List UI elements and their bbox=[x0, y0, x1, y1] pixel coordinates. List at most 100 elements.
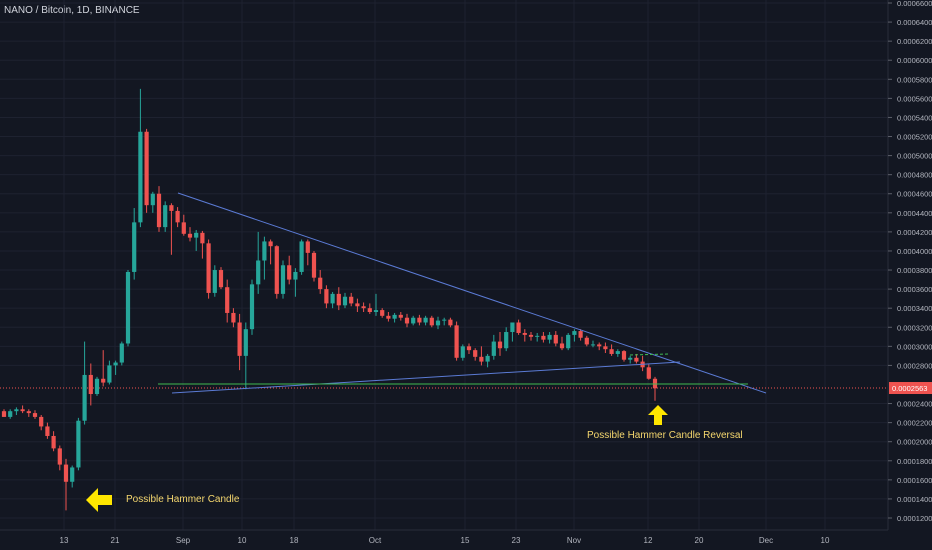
candle-body bbox=[380, 310, 385, 316]
candle-body bbox=[621, 351, 627, 360]
candle-body bbox=[299, 241, 304, 272]
candle bbox=[522, 329, 527, 342]
candle bbox=[367, 303, 372, 314]
candle bbox=[249, 279, 255, 335]
candle bbox=[150, 191, 155, 213]
candle bbox=[646, 364, 651, 380]
candle-body bbox=[597, 344, 602, 347]
candle-body bbox=[417, 317, 422, 323]
candle bbox=[175, 207, 180, 228]
candle bbox=[138, 88, 143, 228]
candle bbox=[45, 422, 50, 439]
candle bbox=[156, 186, 162, 232]
candle-body bbox=[609, 349, 614, 354]
candle bbox=[435, 316, 441, 330]
candle-body bbox=[101, 378, 106, 383]
candle-body bbox=[491, 341, 496, 356]
candle-body bbox=[442, 319, 447, 321]
candle-body bbox=[212, 270, 217, 293]
candle-body bbox=[466, 346, 472, 351]
candle bbox=[603, 342, 608, 354]
candle-body bbox=[39, 416, 44, 427]
candle-body bbox=[541, 335, 546, 340]
annotation-right: Possible Hammer Candle Reversal bbox=[587, 430, 743, 441]
candle-body bbox=[8, 411, 13, 417]
candle-body bbox=[225, 287, 230, 313]
candle-body bbox=[404, 317, 410, 324]
candle-body bbox=[628, 357, 633, 360]
candle bbox=[404, 313, 410, 328]
last-price-badge bbox=[889, 382, 932, 395]
candle-body bbox=[615, 351, 620, 354]
candle-body bbox=[367, 308, 372, 312]
candle-body bbox=[194, 232, 199, 238]
x-tick-label: 21 bbox=[111, 536, 120, 545]
candle-body bbox=[26, 411, 31, 414]
candle bbox=[8, 409, 13, 419]
candle bbox=[231, 308, 236, 328]
candle-body bbox=[243, 329, 248, 356]
candle-body bbox=[311, 252, 317, 278]
candle bbox=[293, 268, 298, 297]
x-tick-label: 18 bbox=[290, 536, 299, 545]
candle bbox=[274, 245, 279, 299]
candle-body bbox=[349, 296, 354, 304]
candle-body bbox=[336, 293, 341, 306]
drawings[interactable] bbox=[158, 192, 767, 394]
candle-body bbox=[504, 332, 509, 349]
candle bbox=[510, 322, 515, 342]
candle bbox=[528, 332, 534, 341]
y-tick-label: 0.0006400 bbox=[897, 18, 932, 27]
candle-body bbox=[268, 241, 273, 247]
candle bbox=[479, 346, 484, 366]
y-tick-label: 0.0004000 bbox=[897, 247, 932, 256]
time-axis[interactable]: 13 21 Sep 10 18 Oct 15 23 Nov 12 20 Dec 10 bbox=[0, 529, 888, 545]
candle-body bbox=[14, 409, 19, 412]
candle-body bbox=[603, 346, 608, 350]
y-tick-label: 0.0004800 bbox=[897, 171, 932, 180]
candle-body bbox=[318, 277, 323, 290]
candle-body bbox=[473, 350, 478, 357]
candle-body bbox=[274, 246, 279, 294]
candle bbox=[349, 292, 354, 307]
symbol-title: NANO / Bitcoin, 1D, BINANCE bbox=[4, 5, 140, 16]
up-arrow-icon bbox=[648, 405, 668, 425]
y-tick-label: 0.0005200 bbox=[897, 133, 932, 142]
ascending-trendline[interactable] bbox=[171, 361, 681, 394]
candle-body bbox=[150, 193, 155, 206]
descending-trendline[interactable] bbox=[177, 192, 767, 394]
candle-body bbox=[590, 344, 596, 346]
candle bbox=[491, 334, 496, 360]
price-axis[interactable]: 0.0006600 0.0006400 0.0006200 0.0006000 0.00… bbox=[887, 0, 932, 550]
candle-body bbox=[132, 222, 137, 272]
candle bbox=[125, 270, 131, 347]
candle bbox=[547, 332, 552, 344]
y-tick-label: 0.0004600 bbox=[897, 190, 932, 199]
y-tick-label: 0.0003600 bbox=[897, 285, 932, 294]
candle bbox=[256, 231, 261, 294]
candle bbox=[516, 319, 521, 335]
candle-body bbox=[94, 378, 100, 395]
candle bbox=[262, 236, 267, 280]
candle bbox=[541, 332, 546, 343]
candle bbox=[559, 336, 565, 351]
candle-body bbox=[262, 241, 267, 261]
candle-body bbox=[479, 356, 484, 362]
candle bbox=[504, 327, 509, 352]
candle bbox=[243, 322, 248, 390]
candle bbox=[200, 230, 205, 259]
candle-body bbox=[646, 367, 651, 379]
candle bbox=[330, 291, 335, 309]
candle bbox=[628, 355, 633, 364]
candle bbox=[94, 376, 100, 396]
candle-body bbox=[386, 315, 391, 319]
candle-body bbox=[305, 241, 310, 253]
y-tick-label: 0.0003000 bbox=[897, 342, 932, 351]
y-tick-label: 0.0001400 bbox=[897, 495, 932, 504]
candle-body bbox=[169, 205, 174, 211]
candle-body bbox=[547, 334, 552, 340]
candle bbox=[535, 332, 540, 342]
candle-body bbox=[70, 467, 75, 482]
short-green-line[interactable] bbox=[629, 353, 669, 356]
